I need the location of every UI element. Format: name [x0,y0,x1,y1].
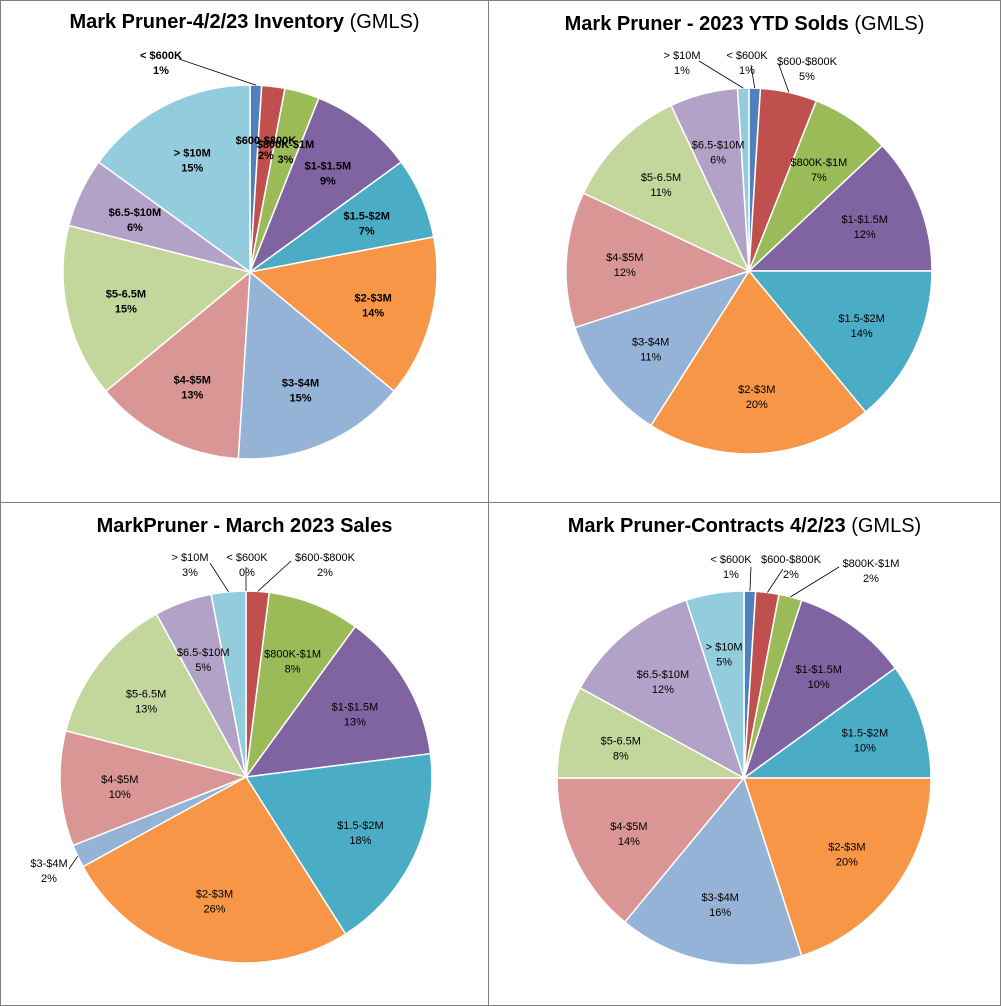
slice-label: $1-$1.5M 13% [332,702,378,729]
pie-slice-1-5-2m [741,667,932,779]
slice-label: $5-6.5M 13% [126,689,166,716]
slice-label: $3-$4M 11% [632,336,669,363]
pie-slice-10m [97,84,251,274]
slice-label: $600-$800K 5% [777,56,838,83]
slice-label: > $10M 15% [174,148,211,175]
pie-slice-4-5m [556,777,746,924]
pie-slice-2-3m [649,269,867,455]
slice-label: < $600K 1% [710,554,752,581]
pie-slice-2-3m [742,777,932,957]
chart-panel-contracts: Mark Pruner-Contracts 4/2/23 (GMLS) < $6… [488,502,1001,1006]
chart-title-sub: (GMLS) [349,11,420,33]
slice-label: $2-$3M 20% [738,384,775,411]
slice-label: $5-6.5M 8% [601,735,641,762]
slice-label: $800K-$1M 7% [790,157,847,184]
slice-label: $3-$4M 16% [702,892,739,919]
slice-label: > $10M 1% [664,50,701,77]
slice-label: < $600K 1% [140,50,182,77]
slice-label: $3-$4M 2% [30,858,67,885]
pie-slice-5-6-5m [64,612,248,779]
pie-slice-4-5m [104,270,251,460]
slice-label: $5-6.5M 11% [641,172,681,199]
slice-label: $4-$5M 12% [606,252,643,279]
chart-title-sub: (GMLS) [851,515,922,537]
pie-slice-1-5-2m [747,270,933,414]
slice-label: $2-$3M 26% [196,889,233,916]
pie-slice-6-5-10m [579,599,746,780]
slice-label: $4-$5M 13% [174,374,211,401]
pie-slice-4-5m [565,192,752,329]
pie-slice-3-4m [574,269,751,427]
slice-label: $600-$800K 2% [236,135,297,162]
leader-line [68,855,79,870]
pie-slice-1-1-5m [742,599,897,780]
chart-panel-march-sales: MarkPruner - March 2023 Sales < $600K 0% $… [0,502,489,1006]
slice-label: $600-$800K 2% [295,552,356,579]
slice-label: $800K-$1M 3% [257,139,314,166]
slice-label: > $10M 3% [172,552,209,579]
slice-label: $6.5-$10M 12% [637,669,690,696]
chart-title: Mark Pruner-4/2/23 Inventory (GMLS) [1,11,488,34]
pie-slice-5-6-5m [556,686,745,779]
pie-slice-1-1-5m [248,97,403,275]
chart-title-main: Mark Pruner - 2023 YTD Solds [564,13,849,35]
leader-line [790,566,840,598]
slice-label: $1.5-$2M 14% [838,313,884,340]
leader-line [750,64,756,89]
pie-slice-1-1-5m [747,144,933,272]
chart-title-sub: (GMLS) [854,13,925,35]
chart-title-main: Mark Pruner-Contracts 4/2/23 [567,515,846,537]
slice-label: $1.5-$2M 18% [337,820,383,847]
slice-label: < $600K 0% [226,552,268,579]
pie-chart-ytd-solds: < $600K 1% $600-$800K 5% $800K-$1M 7% $1-$1.5M… [565,50,933,455]
leader-line [778,64,790,93]
slice-label: $6.5-$10M 5% [177,647,230,674]
pie-chart-contracts: < $600K 1% $600-$800K 2% $800K-$1M 2% $1-$1.5M… [556,554,932,966]
slice-label: $1.5-$2M 10% [842,728,888,755]
leader-line [749,566,752,592]
slice-label: $3-$4M 15% [282,378,319,405]
slice-label: $1-$1.5M 9% [305,161,351,188]
pie-slice-1-5-2m [244,752,433,936]
pie-slice-10m [685,590,745,779]
chart-title-main: Mark Pruner-4/2/23 Inventory [69,11,344,33]
slice-label: < $600K 1% [726,50,768,77]
slice-label: $4-$5M 10% [101,774,138,801]
chart-title: Mark Pruner - 2023 YTD Solds (GMLS) [489,13,1000,36]
slice-label: $1-$1.5M 10% [795,664,841,691]
slice-label: $800K-$1M 8% [264,648,321,675]
chart-title: Mark Pruner-Contracts 4/2/23 (GMLS) [489,515,1000,538]
pie-slice-1-1-5m [244,625,432,778]
slice-label: $4-$5M 14% [610,821,647,848]
pie-chart-march-sales: < $600K 0% $600-$800K 2% $800K-$1M 8% $1-$1.5M… [30,552,433,964]
pie-chart-inventory: < $600K 1% $600-$800K 2%$800K-$1M 3%$1-$1.5M… [62,50,438,460]
leader-line [257,560,292,592]
slice-label: $600-$800K 2% [761,554,822,581]
chart-panel-ytd-solds: Mark Pruner - 2023 YTD Solds (GMLS) < $6… [488,0,1001,503]
slice-label: $6.5-$10M 6% [692,140,745,167]
pie-slice-2-3m [248,236,438,393]
slice-label: $2-$3M 14% [355,293,392,320]
leader-line [698,60,744,89]
chart-title-main: MarkPruner - March 2023 Sales [96,515,393,537]
pie-slice-800k-1m [245,591,357,778]
leader-line [209,562,229,593]
chart-title: MarkPruner - March 2023 Sales [1,515,488,538]
pie-slice-5-6-5m [582,104,751,273]
leader-line [178,58,257,86]
slice-label: $5-6.5M 15% [106,289,146,316]
pie-slice-3-4m [237,270,396,460]
pie-slice-5-6-5m [62,224,252,393]
slice-label: > $10M 5% [706,641,743,668]
chart-panel-inventory: Mark Pruner-4/2/23 Inventory (GMLS) < $6… [0,0,489,503]
pie-slice-2-3m [81,776,347,964]
slice-label: $1-$1.5M 12% [841,214,887,241]
slice-label: $6.5-$10M 6% [109,207,162,234]
slice-label: $800K-$1M 2% [843,558,900,585]
pie-slice-3-4m [623,776,803,966]
slice-label: $2-$3M 20% [828,842,865,869]
leader-line [767,568,784,593]
slice-label: $1.5-$2M 7% [343,211,389,238]
pie-slice-4-5m [59,729,249,847]
